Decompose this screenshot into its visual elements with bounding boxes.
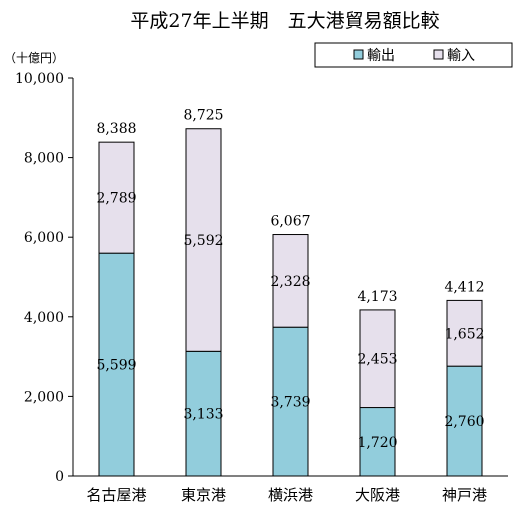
bar-import	[98, 141, 135, 254]
total-label: 6,067	[270, 214, 310, 230]
y-tick-label: 6,000	[24, 230, 64, 246]
y-tick-label: 0	[55, 469, 64, 485]
legend-box	[314, 42, 513, 68]
legend-swatch	[433, 49, 444, 60]
chart-title: 平成27年上半期 五大港貿易額比較	[130, 10, 439, 32]
value-label-export: 3,739	[270, 395, 310, 411]
value-label-import: 2,453	[357, 352, 397, 368]
value-label-export: 1,720	[357, 435, 397, 451]
y-tick-label: 2,000	[24, 389, 64, 405]
bar-import	[272, 234, 309, 328]
bar-import	[359, 309, 396, 409]
y-unit-label: （十億円）	[4, 51, 64, 65]
value-label-export: 3,133	[183, 407, 223, 423]
y-tick-label: 4,000	[24, 310, 64, 326]
total-label: 8,388	[96, 121, 136, 137]
total-label: 4,173	[357, 289, 397, 305]
x-axis: 名古屋港 東京港 横浜港 大阪港 神戸港	[73, 475, 508, 504]
x-category-label: 名古屋港	[86, 486, 146, 504]
bar-export	[272, 326, 309, 477]
value-label-export: 5,599	[96, 358, 136, 374]
legend: 輸出 輸入	[314, 42, 513, 68]
x-category-label: 神戸港	[442, 486, 487, 504]
total-label: 4,412	[444, 279, 484, 295]
data-labels: 5,599 2,789 8,388 3,133 5,592 8,725 3,739 2,328…	[96, 108, 484, 451]
bar-export	[185, 350, 222, 477]
y-tick-label: 10,000	[15, 71, 64, 87]
legend-label: 輸出	[367, 48, 395, 64]
value-label-import: 1,652	[444, 326, 484, 342]
x-category-label: 横浜港	[268, 486, 313, 504]
value-label-export: 2,760	[444, 414, 484, 430]
y-tick-label: 8,000	[24, 151, 64, 167]
value-label-import: 2,328	[270, 274, 310, 290]
value-label-import: 5,592	[183, 233, 223, 249]
x-category-label: 大阪港	[355, 486, 400, 504]
bar-import	[185, 128, 222, 352]
bars	[98, 128, 483, 477]
value-label-import: 2,789	[96, 191, 136, 207]
y-axis: 0 2,000 4,000 6,000 8,000 10,000	[15, 71, 74, 485]
x-category-label: 東京港	[181, 486, 226, 504]
bar-import	[446, 299, 483, 367]
total-label: 8,725	[183, 108, 223, 124]
legend-swatch	[353, 49, 364, 60]
legend-label: 輸入	[447, 48, 475, 64]
bar-export	[359, 407, 396, 477]
